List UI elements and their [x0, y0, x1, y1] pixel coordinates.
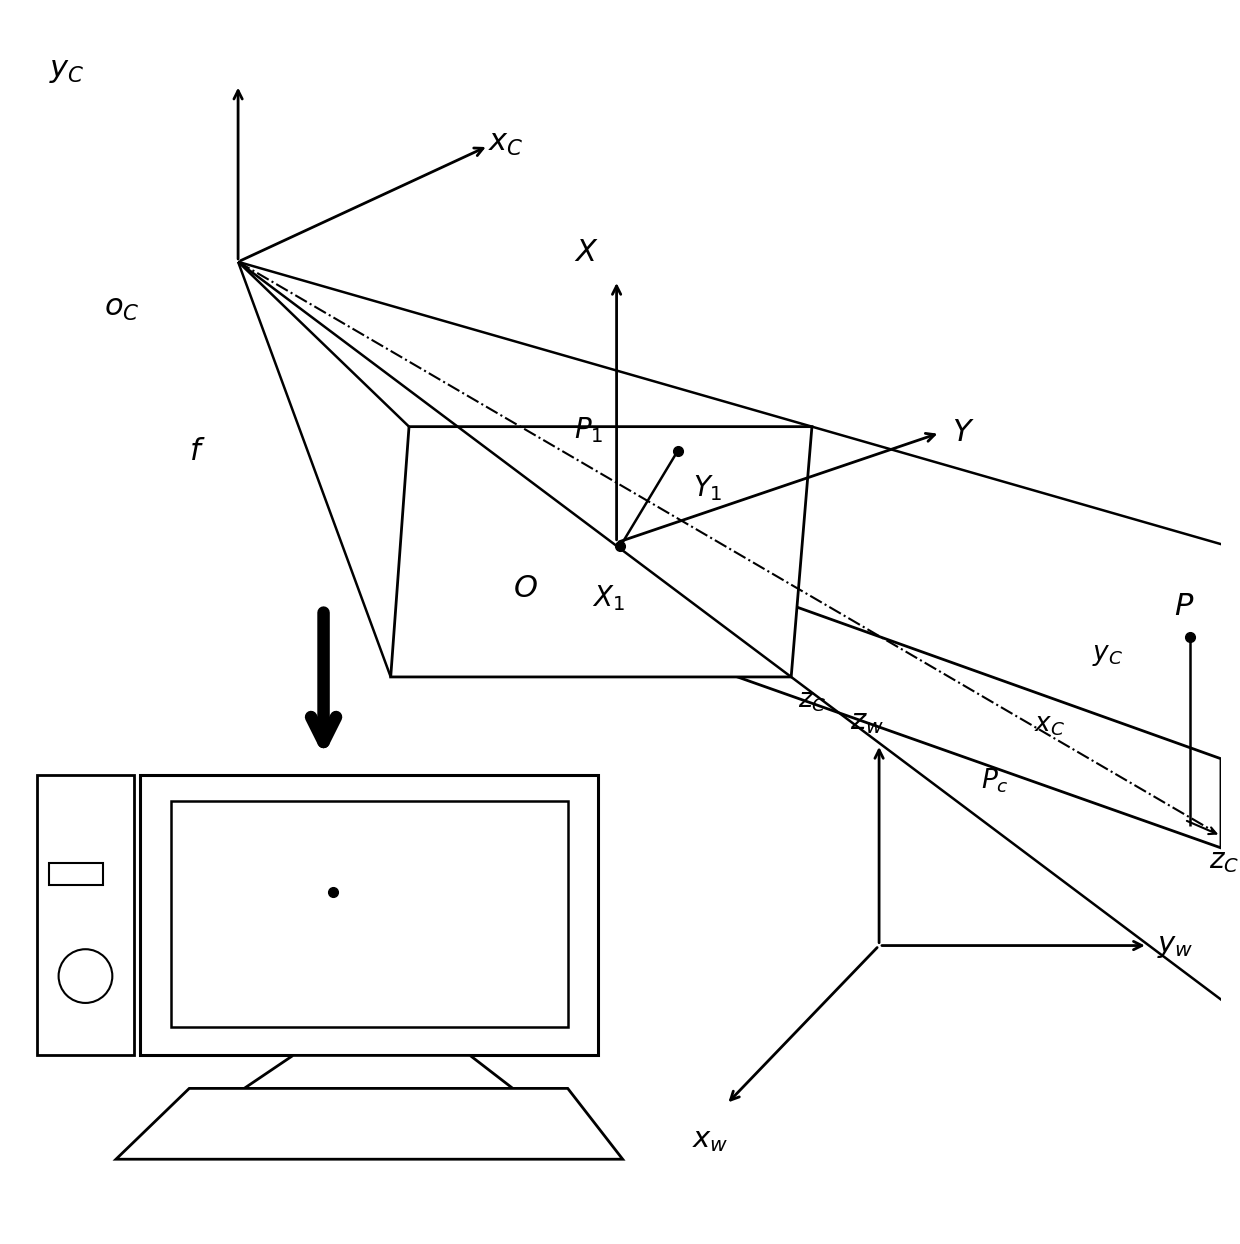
Text: $P_1$: $P_1$ [574, 415, 603, 445]
Text: $X$: $X$ [574, 236, 599, 267]
Text: $z_C$: $z_C$ [797, 689, 826, 714]
Text: $P$: $P$ [1174, 591, 1194, 622]
Polygon shape [117, 1088, 622, 1159]
Polygon shape [616, 542, 1221, 848]
Text: $x_w$: $x_w$ [692, 1126, 729, 1154]
Bar [171, 801, 568, 1028]
Text: $f$: $f$ [190, 435, 206, 466]
Polygon shape [391, 427, 812, 677]
Text: $u$: $u$ [562, 806, 580, 833]
Polygon shape [244, 1055, 513, 1088]
Text: $y_C$: $y_C$ [48, 53, 84, 85]
Text: $x_C$: $x_C$ [489, 127, 525, 158]
Text: $v$: $v$ [171, 1015, 190, 1042]
Bar [48, 862, 103, 884]
Text: $o_C$: $o_C$ [104, 292, 139, 323]
Bar [37, 775, 134, 1055]
Text: $y_C$: $y_C$ [1092, 643, 1123, 668]
Text: $(\,u_0,\;v_0\,)$: $(\,u_0,\;v_0\,)$ [326, 948, 434, 975]
Text: $y_w$: $y_w$ [1157, 932, 1194, 959]
Text: $z_C$: $z_C$ [1209, 848, 1239, 875]
Text: $P_c$: $P_c$ [981, 766, 1009, 795]
Text: $x_C$: $x_C$ [1034, 713, 1065, 738]
Text: $z_w$: $z_w$ [849, 708, 884, 735]
Text: $X_1$: $X_1$ [591, 583, 625, 613]
Bar [140, 775, 598, 1055]
Text: $Y_1$: $Y_1$ [693, 473, 723, 503]
Text: $Y$: $Y$ [952, 417, 975, 448]
Text: $O$: $O$ [512, 573, 537, 605]
